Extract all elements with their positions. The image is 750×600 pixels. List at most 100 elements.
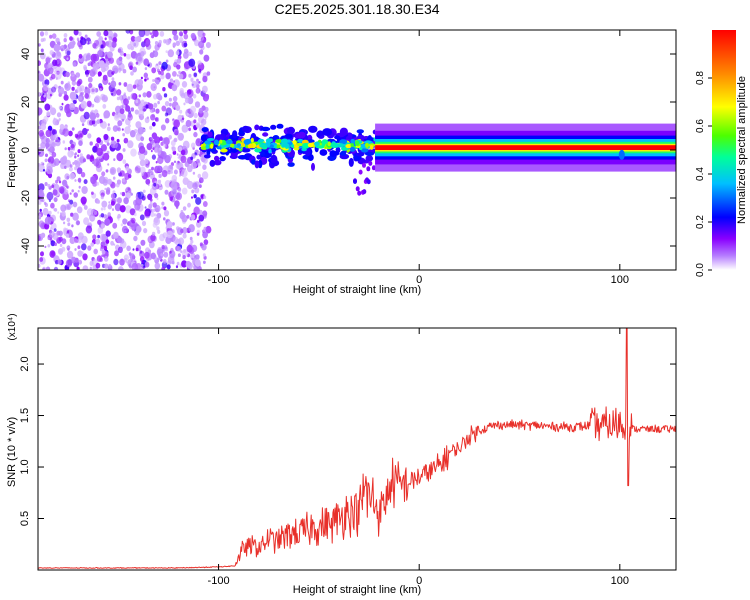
noise-speck [106, 142, 110, 146]
noise-speck [60, 45, 66, 52]
noise-speck [203, 54, 210, 62]
noise-speck [42, 162, 45, 166]
noise-speck [166, 264, 171, 270]
noise-speck [150, 114, 156, 121]
noise-speck [205, 94, 210, 99]
noise-speck [132, 84, 137, 89]
noise-speck [119, 258, 125, 266]
noise-speck [205, 225, 212, 234]
noise-speck [87, 245, 92, 251]
noise-speck [121, 128, 124, 131]
noise-speck [147, 235, 154, 244]
noise-speck [89, 266, 93, 270]
noise-speck [111, 41, 117, 48]
noise-speck [125, 30, 131, 34]
noise-speck [191, 80, 197, 88]
noise-speck [116, 167, 122, 173]
signal-blob [281, 138, 289, 144]
noise-speck [42, 37, 46, 42]
noise-speck [116, 152, 124, 162]
noise-speck [107, 123, 110, 126]
noise-speck [62, 140, 66, 144]
noise-speck [69, 199, 74, 205]
noise-speck [149, 198, 153, 202]
signal-blob [225, 139, 233, 145]
noise-speck [141, 220, 147, 227]
noise-speck [89, 40, 92, 45]
noise-speck [164, 112, 168, 117]
noise-speck [45, 129, 52, 138]
noise-speck [134, 165, 142, 174]
noise-speck [85, 54, 91, 61]
signal-halo [207, 131, 213, 138]
noise-speck [178, 37, 184, 43]
noise-speck [196, 220, 202, 228]
noise-speck [146, 91, 152, 98]
noise-speck [99, 88, 102, 92]
noise-speck [102, 104, 107, 109]
noise-speck [116, 179, 122, 185]
noise-speck [60, 80, 64, 85]
noise-speck [138, 103, 144, 111]
noise-speck [123, 254, 129, 261]
noise-speck [160, 141, 164, 146]
noise-speck [148, 103, 154, 110]
signal-blob [307, 142, 314, 148]
noise-speck [89, 213, 96, 222]
noise-speck [193, 119, 197, 124]
noise-speck [128, 252, 132, 256]
colorbar-tick-label: 0.8 [695, 71, 706, 85]
noise-speck [114, 203, 122, 212]
signal-blob [259, 143, 267, 148]
noise-speck [49, 93, 53, 97]
signal-blob [248, 143, 254, 149]
noise-speck [117, 246, 123, 253]
noise-speck [105, 169, 109, 173]
noise-speck [201, 118, 207, 126]
noise-speck [77, 154, 80, 157]
noise-speck [58, 105, 62, 110]
noise-speck [120, 192, 123, 195]
noise-speck [44, 245, 47, 249]
noise-speck [168, 135, 172, 140]
noise-speck [144, 206, 147, 209]
noise-speck [173, 119, 180, 128]
noise-speck [94, 95, 101, 104]
noise-speck [100, 44, 104, 49]
x-tick-label: -100 [208, 575, 230, 587]
noise-speck [107, 51, 113, 59]
noise-speck [66, 230, 70, 234]
colorbar-tick-label: 0.0 [695, 263, 706, 277]
noise-speck [61, 102, 64, 106]
noise-speck [38, 107, 43, 116]
noise-speck [183, 42, 188, 48]
noise-speck [112, 176, 116, 180]
noise-speck [97, 234, 100, 239]
noise-speck [144, 251, 150, 259]
signal-halo [254, 160, 260, 169]
noise-speck [167, 170, 171, 175]
noise-speck [71, 86, 75, 91]
noise-speck [96, 119, 101, 124]
noise-speck [66, 250, 74, 259]
noise-speck [186, 180, 194, 190]
noise-speck [86, 154, 91, 160]
noise-speck [53, 197, 58, 203]
noise-speck [198, 184, 202, 189]
signal-blob [330, 142, 339, 149]
noise-speck [202, 201, 208, 207]
noise-speck [108, 36, 113, 41]
signal-halo [355, 152, 365, 157]
noise-speck [195, 87, 201, 94]
noise-speck [56, 112, 62, 118]
noise-speck [112, 222, 118, 229]
noise-speck [107, 178, 112, 185]
noise-speck [193, 112, 198, 119]
noise-speck [116, 216, 119, 219]
noise-speck [151, 166, 154, 171]
noise-speck [63, 55, 67, 60]
noise-speck [103, 245, 108, 251]
noise-speck [108, 263, 112, 268]
signal-halo [287, 162, 295, 167]
noise-speck [103, 256, 109, 262]
